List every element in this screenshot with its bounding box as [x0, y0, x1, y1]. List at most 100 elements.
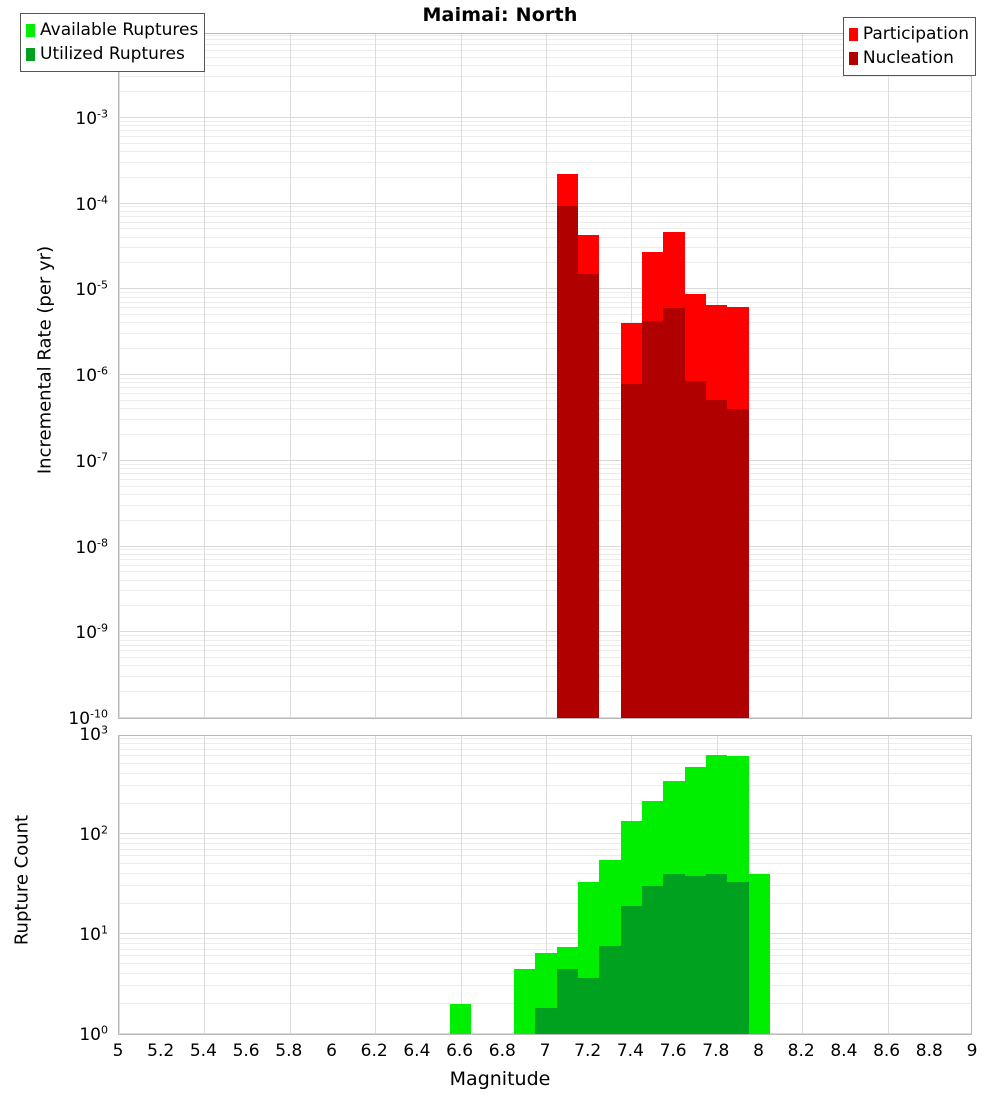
bar-segment-utilized-ruptures [599, 945, 621, 1034]
gridline-minor [119, 885, 971, 887]
gridline-minor [119, 802, 971, 804]
gridline-minor [119, 558, 971, 560]
gridline-minor [119, 463, 971, 465]
gridline-minor [119, 553, 971, 555]
y-tick-label: 10-3 [75, 107, 108, 129]
gridline-minor [119, 135, 971, 137]
bar-segment-utilized-ruptures [578, 978, 600, 1034]
gridline-minor [119, 485, 971, 487]
gridline-vertical [204, 736, 206, 1034]
legend-label-participation: Participation [862, 23, 969, 44]
bar-segment-utilized-ruptures [684, 876, 707, 1034]
bar [748, 736, 771, 1034]
bar-segment-nucleation [706, 400, 728, 718]
gridline-minor [119, 377, 971, 379]
legend-item-utilized-ruptures: Utilized Ruptures [26, 42, 198, 66]
gridline-minor [119, 676, 971, 678]
x-tick-label: 7 [539, 1041, 551, 1061]
x-tick-label: 5 [112, 1041, 124, 1061]
gridline-minor [119, 206, 971, 208]
gridline-vertical [289, 736, 291, 1034]
y-tick-label: 10-8 [75, 535, 108, 558]
x-tick-label: 7.4 [616, 1041, 644, 1061]
bar-segment-utilized-ruptures [620, 906, 643, 1034]
gridline-minor [119, 742, 971, 744]
gridline-minor [119, 579, 971, 581]
gridline-minor [119, 519, 971, 521]
x-tick-label: 8.4 [830, 1041, 858, 1061]
legend-item-available-ruptures: Available Ruptures [26, 18, 198, 42]
x-tick-label: 7.2 [574, 1041, 602, 1061]
bar [493, 736, 514, 1034]
gridline-major [119, 631, 971, 633]
gridline-vertical [460, 736, 462, 1034]
x-tick-label: 5.6 [232, 1041, 260, 1061]
gridline-minor [119, 478, 971, 480]
bar-segment-utilized-ruptures [663, 873, 685, 1034]
y-tick-label: 103 [79, 723, 108, 745]
gridline-minor [119, 785, 971, 787]
gridline-minor [119, 872, 971, 874]
gridline-minor [119, 382, 971, 384]
gridline-minor [119, 863, 971, 865]
gridline-minor [119, 763, 971, 765]
gridline-major [119, 833, 971, 834]
gridline-minor [119, 639, 971, 641]
participation-color-swatch [848, 27, 858, 41]
gridline-vertical [119, 34, 120, 718]
gridline-minor [119, 590, 971, 592]
gridline-minor [119, 644, 971, 646]
gridline-minor [119, 665, 971, 667]
x-tick-label: 8.8 [915, 1041, 943, 1061]
x-tick-label: 5.4 [189, 1041, 217, 1061]
gridline-minor [119, 473, 971, 475]
bar [642, 736, 664, 1034]
legend-label-utilized-ruptures: Utilized Ruptures [40, 43, 185, 64]
y-tick-label: 10-10 [68, 707, 108, 729]
bar-segment-nucleation [642, 320, 664, 718]
gridline-minor [119, 433, 971, 435]
x-axis-label: Magnitude [449, 1068, 551, 1090]
bar [513, 736, 536, 1034]
gridline-major [119, 116, 971, 118]
gridline-vertical [460, 34, 462, 718]
bar-segment-utilized-ruptures [535, 1008, 557, 1034]
bar [642, 34, 664, 718]
bar [727, 34, 749, 718]
gridline-major [119, 288, 971, 290]
bar [684, 34, 707, 718]
bar-segment-utilized-ruptures [706, 873, 728, 1034]
gridline-minor [119, 564, 971, 566]
gridline-vertical [887, 736, 889, 1034]
y-tick-label: 10-7 [75, 450, 108, 472]
legend-bottom: Available Ruptures Utilized Ruptures [20, 13, 206, 72]
gridline-minor [119, 262, 971, 264]
bar [578, 736, 600, 1034]
gridline-major [119, 202, 971, 204]
legend-item-nucleation: Nucleation [848, 46, 969, 70]
bar-segment-nucleation [727, 409, 749, 718]
gridline-minor [119, 314, 971, 316]
bar [727, 736, 749, 1034]
nucleation-color-swatch [848, 51, 858, 65]
gridline-vertical [802, 736, 804, 1034]
incremental-rate-panel [118, 33, 972, 719]
incremental-rate-plot [119, 34, 971, 718]
gridline-minor [119, 549, 971, 551]
bar-segment-available-ruptures [449, 1003, 472, 1034]
gridline-minor [119, 408, 971, 410]
x-tick-label: 5.2 [147, 1041, 175, 1061]
gridline-minor [119, 657, 971, 659]
gridline-minor [119, 755, 971, 757]
gridline-vertical [802, 34, 804, 718]
bar-segment-available-ruptures [748, 873, 771, 1034]
x-tick-label: 7.6 [659, 1041, 687, 1061]
gridline-minor [119, 120, 971, 122]
x-tick-label: 5.8 [275, 1041, 303, 1061]
bar [599, 736, 621, 1034]
bar [471, 736, 492, 1034]
rupture-count-plot [119, 736, 971, 1034]
y-tick-label: 10-4 [75, 192, 108, 215]
gridline-vertical [119, 736, 120, 1034]
